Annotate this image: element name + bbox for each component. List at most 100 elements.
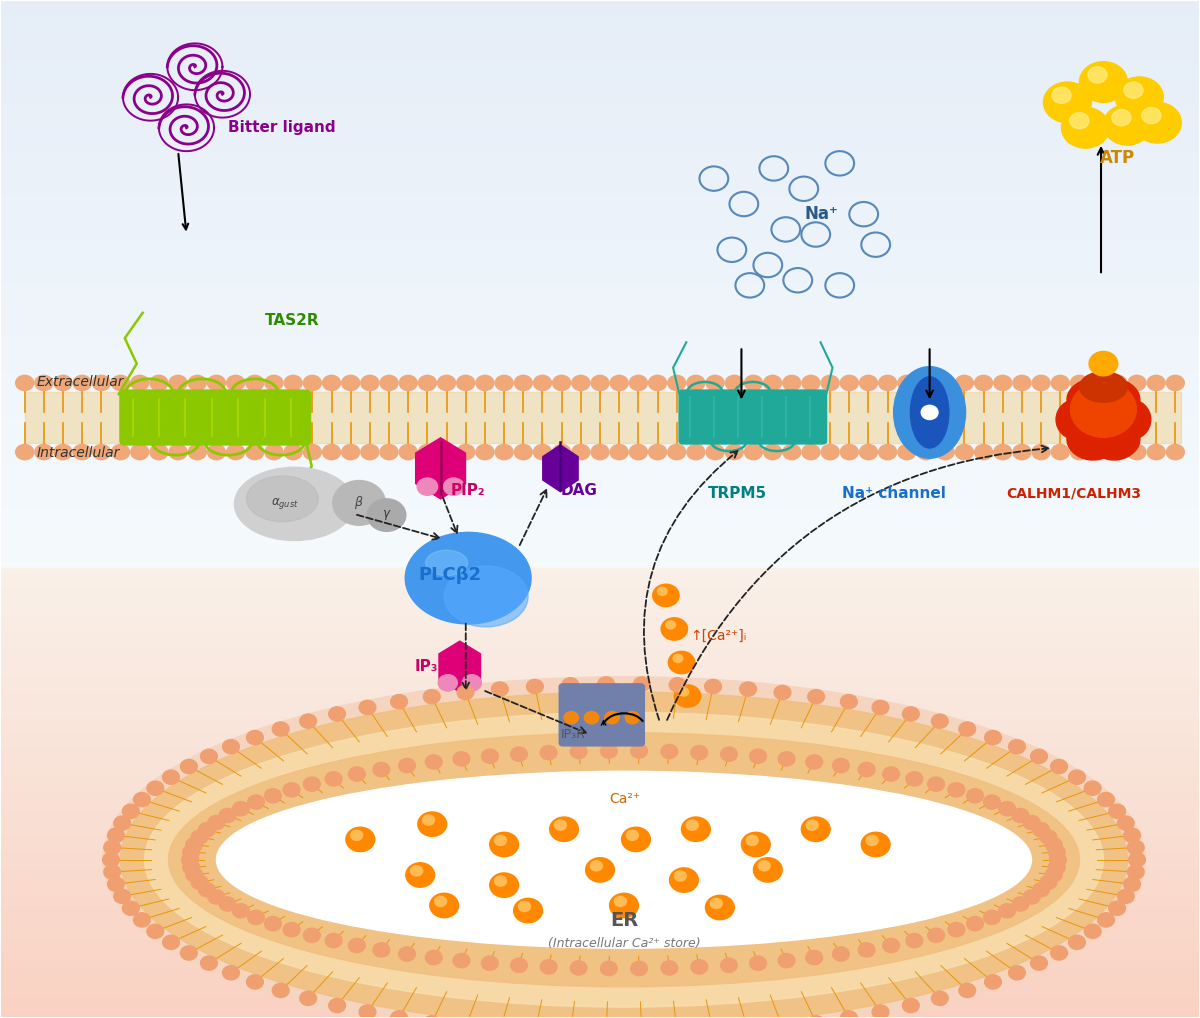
Bar — [1, 483, 1199, 488]
Circle shape — [564, 712, 578, 724]
Bar — [1, 186, 1199, 191]
Bar — [1, 397, 1199, 402]
Circle shape — [1127, 840, 1144, 854]
Bar — [1, 991, 1199, 995]
Circle shape — [342, 445, 360, 460]
Circle shape — [833, 947, 850, 961]
Circle shape — [247, 795, 264, 809]
Bar — [1, 27, 1199, 32]
Circle shape — [948, 922, 965, 937]
Bar — [1, 13, 1199, 17]
Bar — [1, 899, 1199, 903]
Bar — [1, 201, 1199, 206]
Ellipse shape — [332, 480, 385, 525]
Circle shape — [955, 445, 973, 460]
Circle shape — [264, 789, 281, 803]
Circle shape — [527, 679, 544, 693]
FancyBboxPatch shape — [751, 390, 779, 444]
Circle shape — [198, 883, 215, 897]
Circle shape — [342, 376, 360, 391]
Bar — [1, 996, 1199, 1000]
Bar — [1, 300, 1199, 305]
Bar — [1, 935, 1199, 939]
Circle shape — [346, 828, 374, 852]
Circle shape — [246, 445, 264, 460]
Circle shape — [994, 445, 1012, 460]
Bar — [1, 1013, 1199, 1017]
Circle shape — [1109, 901, 1126, 915]
Bar — [1, 704, 1199, 709]
Circle shape — [706, 895, 734, 919]
Bar — [1, 386, 1199, 391]
Bar — [1, 337, 1199, 342]
Circle shape — [92, 376, 110, 391]
Bar — [1, 468, 1199, 473]
Circle shape — [1104, 105, 1151, 145]
Circle shape — [1040, 830, 1057, 844]
Circle shape — [1051, 445, 1069, 460]
Bar — [1, 695, 1199, 699]
Bar — [1, 1000, 1199, 1004]
Circle shape — [840, 376, 858, 391]
Circle shape — [744, 445, 762, 460]
Circle shape — [625, 712, 640, 724]
Bar — [1, 751, 1199, 755]
Bar — [1, 781, 1199, 785]
Circle shape — [1090, 445, 1108, 460]
Circle shape — [1117, 816, 1134, 831]
Bar — [1, 837, 1199, 841]
Circle shape — [673, 655, 683, 663]
Circle shape — [208, 376, 226, 391]
Circle shape — [550, 817, 578, 842]
Circle shape — [959, 983, 976, 998]
FancyBboxPatch shape — [580, 684, 604, 746]
Bar — [1, 865, 1199, 869]
Circle shape — [661, 744, 678, 758]
Bar — [1, 595, 1199, 599]
Circle shape — [246, 376, 264, 391]
Bar — [1, 517, 1199, 521]
Bar — [1, 577, 1199, 581]
Circle shape — [922, 405, 938, 419]
FancyBboxPatch shape — [559, 684, 583, 746]
Bar — [1, 747, 1199, 751]
Bar — [1, 624, 1199, 628]
Bar — [1, 932, 1199, 937]
Circle shape — [454, 954, 470, 968]
Bar — [1, 617, 1199, 621]
Circle shape — [133, 792, 150, 806]
Circle shape — [670, 678, 686, 692]
Ellipse shape — [1093, 379, 1140, 416]
Bar — [1, 96, 1199, 101]
Circle shape — [496, 376, 514, 391]
Bar — [1, 879, 1199, 883]
Circle shape — [572, 445, 590, 460]
Circle shape — [220, 808, 236, 823]
Bar — [1, 140, 1199, 146]
Circle shape — [304, 445, 322, 460]
Bar — [1, 948, 1199, 953]
Bar — [1, 882, 1199, 886]
Bar — [1, 258, 1199, 263]
Circle shape — [1050, 853, 1067, 867]
Bar — [1, 56, 1199, 60]
Bar — [1, 47, 1199, 52]
Circle shape — [438, 675, 457, 691]
Circle shape — [181, 853, 198, 867]
Circle shape — [359, 700, 376, 715]
Bar — [1, 560, 1199, 564]
Bar — [1, 951, 1199, 955]
Bar — [1, 590, 1199, 595]
Bar — [1, 565, 1199, 570]
FancyBboxPatch shape — [620, 684, 644, 746]
Circle shape — [906, 934, 923, 948]
Bar — [1, 457, 1199, 462]
Circle shape — [570, 744, 587, 758]
Bar — [1, 848, 1199, 852]
Circle shape — [150, 376, 168, 391]
Bar — [1, 115, 1199, 120]
Bar — [1, 318, 1199, 323]
Bar — [1, 264, 1199, 269]
Circle shape — [866, 836, 878, 846]
Circle shape — [1032, 376, 1050, 391]
